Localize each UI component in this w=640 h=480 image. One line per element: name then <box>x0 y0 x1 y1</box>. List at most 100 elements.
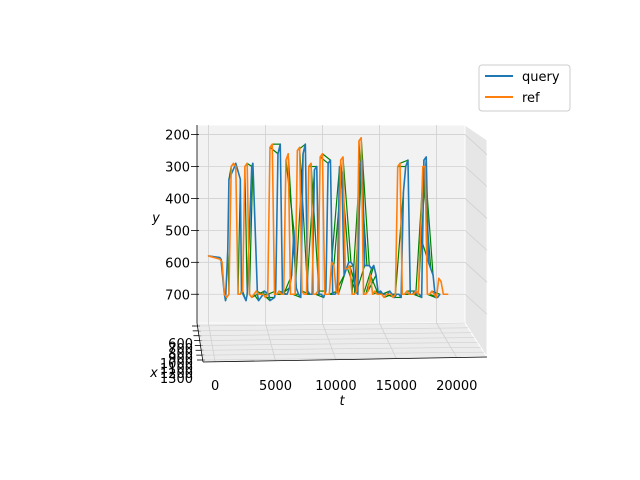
data-point-query <box>269 300 271 302</box>
series-lines <box>207 136 449 302</box>
data-point-query <box>368 264 370 267</box>
data-point-query <box>273 296 276 299</box>
data-point-ref <box>248 293 251 295</box>
data-point-ref <box>385 293 387 295</box>
data-point-query <box>219 256 221 259</box>
data-point-query <box>263 290 265 292</box>
data-point-ref <box>433 293 435 295</box>
data-point-ref <box>390 293 392 295</box>
data-point-ref <box>283 293 285 295</box>
data-point-ref <box>374 290 376 292</box>
data-point-query <box>316 165 318 168</box>
z-tick-label: 600 <box>168 337 193 352</box>
data-point-ref <box>394 293 397 295</box>
z-gridline <box>202 351 484 356</box>
data-point-query <box>366 264 368 267</box>
data-point-ref <box>401 293 403 295</box>
data-point-ref <box>237 293 239 295</box>
data-point-query <box>251 165 253 168</box>
data-point-ref <box>251 296 253 299</box>
data-point-query <box>239 178 241 180</box>
data-point-query <box>227 248 229 251</box>
data-point-ref <box>381 293 383 295</box>
data-point-query <box>427 261 430 263</box>
data-point-query <box>275 290 277 292</box>
data-point-ref <box>337 293 340 295</box>
data-point-ref <box>242 290 244 292</box>
data-point-query <box>398 293 400 295</box>
data-point-ref <box>257 293 260 295</box>
data-point-ref <box>335 290 337 292</box>
data-point-query <box>329 159 332 161</box>
data-point-ref <box>438 277 440 279</box>
data-point-query <box>291 274 293 276</box>
data-point-ref <box>415 290 417 292</box>
depth-axis-spine <box>196 322 204 363</box>
data-point-ref <box>340 159 342 161</box>
data-point-ref <box>378 293 381 295</box>
data-point-ref <box>408 293 410 295</box>
data-point-ref <box>362 293 365 295</box>
x-axis-label: t <box>339 394 345 409</box>
z-tick-label: 1100 <box>160 362 193 377</box>
x-floor-gridline <box>208 322 216 362</box>
data-point-ref <box>319 156 321 158</box>
data-point-ref <box>253 293 255 295</box>
data-point-ref <box>207 255 210 257</box>
alignment-line <box>269 146 279 155</box>
data-point-query <box>286 293 288 295</box>
data-point-ref <box>292 293 294 295</box>
data-point-query <box>300 296 302 299</box>
data-point-query <box>432 274 434 276</box>
data-point-ref <box>271 143 273 145</box>
y-side-gridline <box>464 262 488 283</box>
alignment-line <box>248 163 254 295</box>
z-gridline <box>201 346 481 351</box>
data-point-query <box>327 162 329 164</box>
data-point-ref <box>321 153 324 155</box>
x-tick-label: 0 <box>211 379 219 394</box>
data-point-ref <box>333 264 335 267</box>
data-point-query <box>430 268 432 270</box>
data-point-ref <box>228 293 230 295</box>
data-point-ref <box>269 146 271 148</box>
data-point-query <box>375 274 377 276</box>
data-point-ref <box>435 296 438 299</box>
data-point-ref <box>431 290 433 292</box>
y-tick-label: 200 <box>165 129 190 144</box>
data-point-ref <box>276 293 278 295</box>
data-point-query <box>322 296 325 299</box>
y-tick-label: 600 <box>165 256 190 271</box>
data-point-query <box>341 172 343 174</box>
data-point-ref <box>255 290 257 292</box>
data-point-ref <box>417 293 419 295</box>
x-tick-label: 5000 <box>259 379 292 394</box>
data-point-ref <box>440 280 442 283</box>
y-tick-label: 500 <box>165 224 190 239</box>
data-point-ref <box>413 293 415 295</box>
data-point-ref <box>424 165 426 168</box>
data-point-query <box>402 191 405 193</box>
y-side-gridline <box>464 134 488 155</box>
data-point-ref <box>260 293 262 295</box>
x-tick-label: 15000 <box>376 379 417 394</box>
data-point-query <box>224 300 227 302</box>
data-point-ref <box>264 296 267 299</box>
data-point-ref <box>406 290 408 292</box>
data-point-query <box>325 290 327 292</box>
data-point-query <box>246 293 248 295</box>
data-point-ref <box>303 293 305 295</box>
data-point-ref <box>230 165 232 168</box>
z-tick-label: 1200 <box>160 367 193 382</box>
data-point-query <box>389 290 391 292</box>
data-point-ref <box>445 293 447 295</box>
z-tick-label: 1000 <box>160 357 193 372</box>
data-point-query <box>407 159 409 161</box>
data-point-query <box>302 153 304 155</box>
alignment-line <box>322 153 331 161</box>
data-point-ref <box>342 156 344 158</box>
data-point-query <box>228 178 230 180</box>
data-point-ref <box>392 296 394 299</box>
data-point-ref <box>278 290 280 292</box>
data-point-query <box>359 162 361 164</box>
